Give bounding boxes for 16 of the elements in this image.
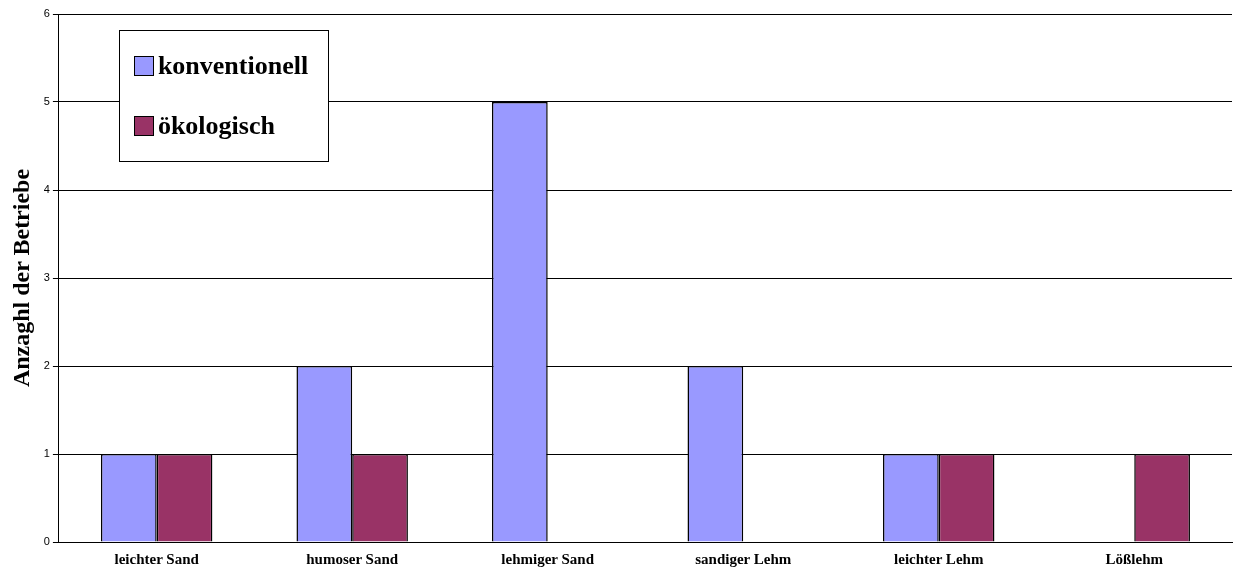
y-tick-label: 1 [43,447,50,460]
x-tick-label: leichter Lehm [894,550,984,567]
x-tick-label: Lößlehm [1105,550,1164,567]
y-tick-label: 5 [43,95,50,108]
x-tick-label: lehmiger Sand [501,550,595,567]
legend-label: konventionell [157,51,309,81]
x-tick-label: sandiger Lehm [695,550,792,567]
y-axis-title: Anzaghl der Betriebe [7,168,34,388]
x-tick-label: leichter Sand [114,550,200,567]
y-tick-label: 2 [43,359,50,372]
y-tick-label: 6 [43,7,50,20]
y-tick-label: 4 [43,183,50,196]
y-tick-label: 0 [43,535,50,548]
legend-label: ökologisch [157,111,275,141]
x-tick-label: humoser Sand [306,550,399,567]
y-tick-label: 3 [43,271,50,284]
